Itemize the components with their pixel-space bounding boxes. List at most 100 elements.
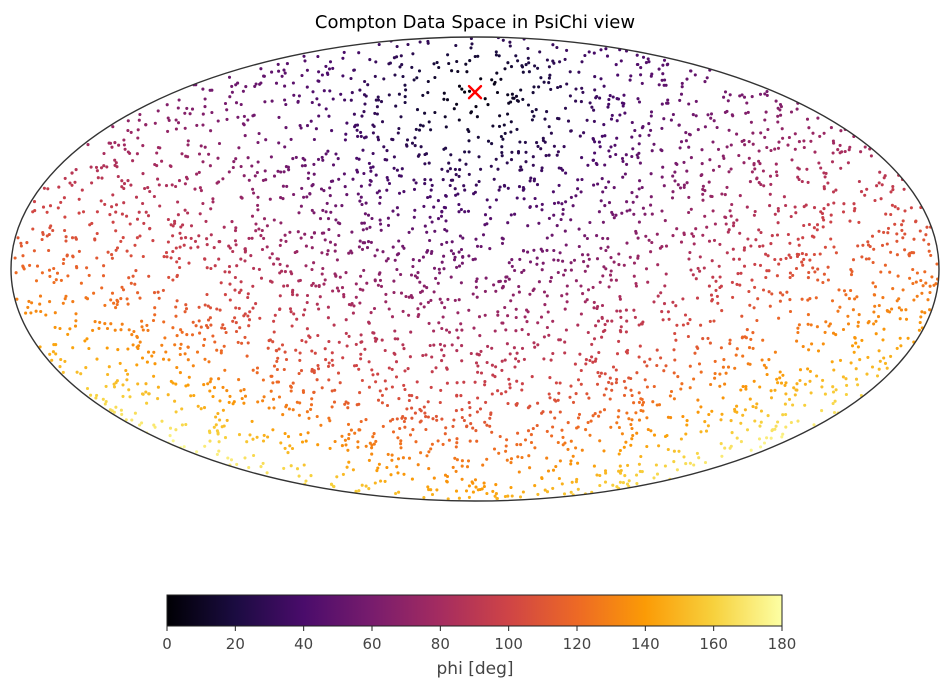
scatter-point [371,331,375,335]
scatter-point [625,482,630,486]
scatter-point [236,81,240,85]
scatter-point [222,225,226,229]
scatter-point [688,250,692,255]
scatter-point [367,487,371,491]
scatter-point [533,345,537,349]
scatter-point [610,319,614,323]
scatter-point [518,495,523,499]
scatter-point [676,375,680,379]
scatter-point [336,371,341,375]
scatter-point [587,257,591,261]
scatter-point [530,375,534,379]
scatter-point [889,190,893,194]
scatter-point [400,63,404,67]
scatter-point [539,76,543,80]
scatter-point [310,100,314,105]
scatter-point [854,367,858,371]
scatter-point [360,247,365,251]
scatter-point [507,377,511,381]
scatter-point [48,300,52,304]
scatter-point [130,418,134,422]
scatter-point [425,454,429,458]
scatter-point [652,433,657,437]
scatter-point [730,113,734,117]
scatter-point [299,432,303,437]
scatter-point [667,317,671,321]
scatter-point [95,393,99,397]
scatter-point [607,285,611,289]
scatter-point [324,107,328,111]
scatter-point [378,271,382,275]
scatter-point [129,281,133,285]
scatter-point [111,220,115,224]
scatter-point [851,308,855,312]
scatter-point [618,295,622,299]
scatter-point [476,370,480,374]
scatter-point [413,411,417,415]
scatter-point [723,193,727,197]
scatter-point [723,90,728,94]
scatter-point [418,280,422,284]
scatter-point [654,463,658,467]
scatter-point [528,205,532,209]
scatter-point [627,417,631,421]
scatter-point [283,98,287,102]
scatter-point [891,287,895,291]
scatter-point [153,306,157,310]
scatter-point [161,357,166,361]
scatter-point [640,185,644,190]
scatter-point [566,119,571,123]
scatter-point [928,284,932,288]
scatter-point [712,238,717,242]
scatter-point [853,335,857,340]
scatter-point [334,218,338,222]
scatter-point [585,236,589,241]
scatter-point [295,293,299,297]
scatter-point [291,288,295,292]
scatter-point [416,463,420,467]
scatter-point [379,100,384,104]
scatter-point [620,156,625,161]
scatter-point [580,86,584,90]
scatter-point [102,264,106,268]
scatter-point [111,125,115,129]
scatter-point [764,252,768,256]
scatter-point [460,415,464,420]
scatter-point [603,134,607,138]
scatter-point [61,370,65,374]
scatter-point [618,297,622,301]
scatter-point [610,382,614,386]
scatter-point [217,141,222,146]
scatter-point [53,311,57,315]
scatter-point [637,391,641,395]
scatter-point [798,368,803,372]
scatter-point [491,489,495,493]
scatter-point [59,357,63,362]
scatter-point [277,141,281,145]
scatter-point [632,261,637,265]
scatter-point [857,179,861,184]
scatter-point [546,469,551,473]
scatter-point [919,278,923,283]
scatter-point [776,146,781,150]
scatter-point [485,457,489,461]
scatter-point [63,176,67,180]
source-marker-stroke [467,84,483,100]
scatter-point [792,386,796,390]
scatter-point [338,222,342,226]
scatter-point [166,393,170,397]
scatter-point [120,179,124,183]
scatter-point [811,266,815,270]
scatter-point [685,77,689,81]
scatter-point [328,446,332,450]
scatter-point [74,168,78,172]
scatter-point [263,100,267,104]
projection-frame [10,36,940,502]
colorbar-tick-label: 160 [699,635,728,653]
chart-title: Compton Data Space in PsiChi view [315,12,635,33]
scatter-point [183,352,187,356]
scatter-point [539,315,544,319]
scatter-point [392,290,396,295]
scatter-point [138,296,142,300]
scatter-point [509,100,513,104]
